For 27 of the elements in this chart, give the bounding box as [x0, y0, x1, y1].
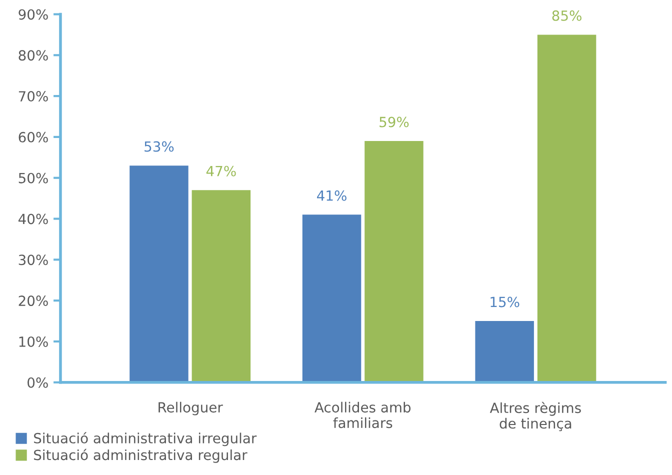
bar: [192, 190, 251, 382]
bar: [130, 166, 188, 382]
x-tick-label: Acollides amb familiars: [314, 402, 411, 428]
y-tick-label: 10%: [19, 336, 48, 347]
x-tick-label: Altres règims de tinença: [490, 402, 581, 432]
y-tick-label: 40%: [18, 214, 48, 224]
y-tick-label: 90%: [18, 9, 48, 20]
y-tick-label: 70%: [18, 91, 48, 102]
y-tick-label: 30%: [18, 254, 48, 266]
y-tick-label: 60%: [18, 132, 48, 142]
data-label: 41%: [317, 190, 346, 201]
data-label: 53%: [144, 141, 174, 152]
y-tick-label: 20%: [18, 296, 48, 306]
data-label: 15%: [490, 296, 520, 308]
data-label: 85%: [552, 10, 582, 21]
y-tick-label: 0%: [28, 377, 48, 388]
y-tick-label: 50%: [18, 172, 48, 184]
legend-label: Situació administrativa regular: [34, 448, 248, 463]
data-label: 47%: [206, 166, 236, 176]
bar: [537, 34, 596, 382]
bar: [364, 141, 424, 382]
x-tick-label: Relloguer: [158, 402, 223, 416]
legend-label: Situació administrativa irregular: [34, 432, 257, 446]
data-label: 59%: [380, 116, 409, 128]
bar: [475, 321, 534, 382]
y-tick-label: 80%: [18, 50, 48, 61]
bar: [302, 214, 362, 382]
